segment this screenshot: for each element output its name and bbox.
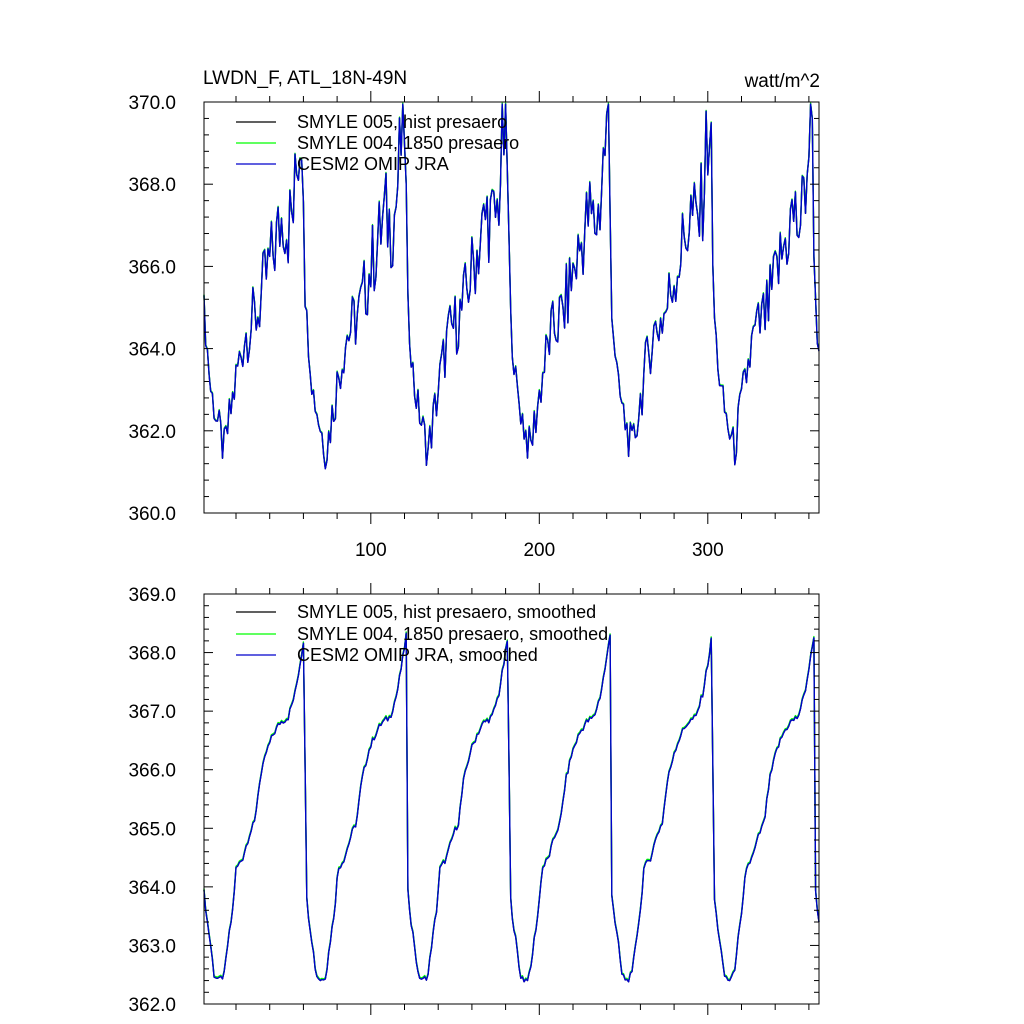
legend-label: CESM2 OMIP JRA xyxy=(297,154,449,174)
legend-label: SMYLE 004, 1850 presaero, smoothed xyxy=(297,624,608,644)
y-tick-label: 363.0 xyxy=(128,936,176,957)
series-line xyxy=(203,632,820,983)
chart-title-left: LWDN_F, ATL_18N-49N xyxy=(203,68,407,89)
legend-label: CESM2 OMIP JRA, smoothed xyxy=(297,645,538,665)
x-tick-label: 100 xyxy=(355,540,387,561)
y-tick-label: 368.0 xyxy=(128,644,176,665)
legend-entry: SMYLE 004, 1850 presaero, smoothed xyxy=(236,624,608,644)
legend-label: SMYLE 004, 1850 presaero xyxy=(297,133,519,153)
x-tick-label: 300 xyxy=(692,540,724,561)
top-panel-series xyxy=(203,102,820,470)
legend-entry: SMYLE 005, hist presaero, smoothed xyxy=(236,602,596,622)
bottom-panel-ticks: 362.0 363.0 364.0 365.0 366.0 367.0 368.0 369.0 xyxy=(128,583,819,1016)
top-panel-ticks: 360.0 362.0 364.0 366.0 368.0 370.0 100 200 300 xyxy=(128,91,819,561)
y-tick-label: 362.0 xyxy=(128,422,176,443)
y-tick-label: 365.0 xyxy=(128,819,176,840)
top-panel-legend: SMYLE 005, hist presaero SMYLE 004, 1850… xyxy=(236,112,519,174)
y-tick-label: 360.0 xyxy=(128,504,176,525)
y-tick-label: 366.0 xyxy=(128,761,176,782)
y-tick-label: 366.0 xyxy=(128,257,176,278)
y-tick-label: 367.0 xyxy=(128,702,176,723)
y-tick-label: 368.0 xyxy=(128,175,176,196)
series-line xyxy=(203,103,820,470)
legend-entry: CESM2 OMIP JRA, smoothed xyxy=(236,645,538,665)
legend-label: SMYLE 005, hist presaero xyxy=(297,112,507,132)
y-tick-label: 370.0 xyxy=(128,93,176,114)
y-tick-label: 364.0 xyxy=(128,878,176,899)
bottom-panel-plot: 362.0 363.0 364.0 365.0 366.0 367.0 368.0 369.0… xyxy=(128,583,820,1016)
bottom-panel-series xyxy=(203,631,820,983)
x-tick-label: 200 xyxy=(523,540,555,561)
top-panel-frame xyxy=(203,101,820,514)
y-tick-label: 369.0 xyxy=(128,585,176,606)
y-tick-label: 362.0 xyxy=(128,995,176,1016)
legend-label: SMYLE 005, hist presaero, smoothed xyxy=(297,602,596,622)
units-label: watt/m^2 xyxy=(744,71,820,92)
legend-entry: SMYLE 005, hist presaero xyxy=(236,112,507,132)
y-tick-label: 364.0 xyxy=(128,340,176,361)
legend-entry: CESM2 OMIP JRA xyxy=(236,154,449,174)
bottom-panel-legend: SMYLE 005, hist presaero, smoothed SMYLE… xyxy=(236,602,608,665)
bottom-panel-frame xyxy=(203,593,820,1005)
legend-entry: SMYLE 004, 1850 presaero xyxy=(236,133,519,153)
